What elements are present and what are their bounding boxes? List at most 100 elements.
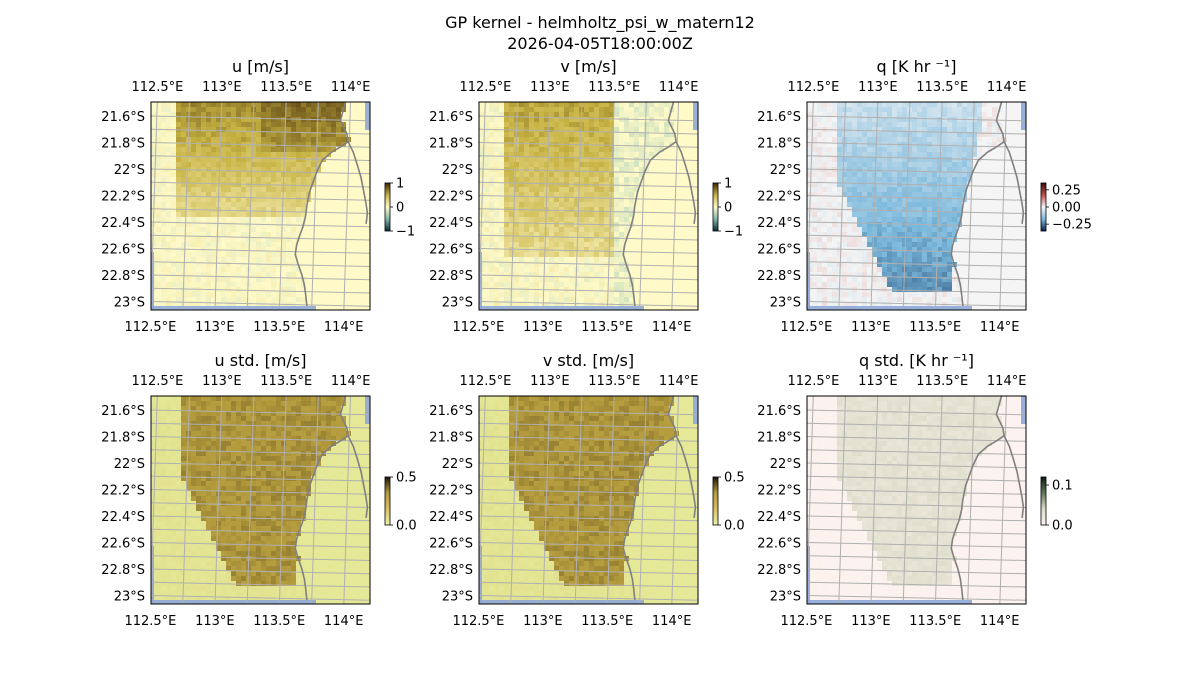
y-tick-label: 22.4°S: [757, 216, 801, 231]
y-tick-label: 21.8°S: [429, 136, 473, 151]
x-tick-label-top: 113.5°E: [260, 374, 312, 389]
y-tick-label: 21.6°S: [757, 404, 801, 419]
coastline: [675, 141, 697, 224]
y-tick-label: 21.8°S: [101, 136, 145, 151]
panel-title: u [m/s]: [232, 57, 289, 76]
x-tick-label-bottom: 113.5°E: [253, 614, 305, 629]
ocean-edge: [807, 546, 810, 604]
y-tick-label: 22.4°S: [101, 510, 145, 525]
colorbar: 0.5 0.0: [712, 471, 745, 534]
x-tick-label-bottom: 114°E: [324, 614, 364, 629]
y-tick-label: 22.2°S: [101, 483, 145, 498]
x-tick-label-bottom: 114°E: [980, 614, 1020, 629]
y-tick-label: 23°S: [770, 589, 801, 604]
panels: u [m/s]112.5°E112.5°E113°E113°E113.5°E11…: [101, 57, 1092, 629]
x-tick-label-bottom: 113°E: [195, 614, 235, 629]
x-tick-label-top: 113.5°E: [916, 80, 968, 95]
x-tick-label-bottom: 112.5°E: [780, 320, 832, 335]
ocean-edge: [807, 306, 972, 310]
x-tick-label-top: 114°E: [659, 80, 699, 95]
colorbar-tick-label: 0.1: [1052, 479, 1073, 494]
ocean-edge: [151, 306, 316, 310]
y-tick-label: 22.2°S: [757, 483, 801, 498]
x-tick-label-bottom: 113.5°E: [581, 320, 633, 335]
y-tick-label: 23°S: [114, 295, 145, 310]
colorbar: 0.1 0.0: [1040, 476, 1073, 534]
gridlines: [479, 102, 698, 310]
heatmap-area: [807, 396, 1026, 604]
colorbar-gradient: [384, 182, 391, 232]
y-tick-label: 22.4°S: [429, 510, 473, 525]
y-tick-label: 21.8°S: [757, 136, 801, 151]
x-tick-label-bottom: 112.5°E: [452, 320, 504, 335]
panel-title: q std. [K hr ⁻¹]: [859, 351, 974, 370]
x-tick-label-bottom: 113.5°E: [909, 614, 961, 629]
y-tick-label: 21.8°S: [757, 430, 801, 445]
gridlines: [479, 396, 698, 604]
y-tick-label: 22.2°S: [757, 189, 801, 204]
coastline: [622, 396, 677, 601]
ocean-edge: [479, 600, 644, 604]
y-tick-label: 22°S: [770, 457, 801, 472]
colorbar-gradient: [712, 476, 719, 526]
colorbar-tick-label: 0.00: [1052, 201, 1081, 216]
colorbar-tick-label: 0.25: [1052, 183, 1081, 198]
y-tick-label: 23°S: [442, 295, 473, 310]
y-tick-label: 22.8°S: [429, 563, 473, 578]
colorbar-tick-label: −1: [724, 225, 743, 240]
coastline: [950, 396, 1005, 601]
colorbar-tick-label: 0: [396, 201, 404, 216]
y-tick-label: 22°S: [770, 163, 801, 178]
y-tick-label: 23°S: [770, 295, 801, 310]
x-tick-label-top: 114°E: [987, 374, 1027, 389]
x-tick-label-top: 113.5°E: [260, 80, 312, 95]
x-tick-label-top: 113°E: [858, 374, 898, 389]
axes-frame: [806, 395, 1027, 605]
panel-v_std: v std. [m/s] 112.5°E 112.5°E 113°E 113°E 113.…: [429, 351, 744, 629]
figure-title: GP kernel - helmholtz_psi_w_matern12: [445, 13, 755, 33]
colorbar-gradient: [384, 476, 391, 526]
panel-u: u [m/s]112.5°E112.5°E113°E113°E113.5°E11…: [101, 57, 415, 335]
ocean-edge: [151, 252, 154, 310]
x-tick-label-top: 112.5°E: [787, 80, 839, 95]
y-tick-label: 22.6°S: [101, 242, 145, 257]
y-tick-label: 22.8°S: [757, 563, 801, 578]
y-tick-label: 22.8°S: [429, 269, 473, 284]
panel-v: v [m/s]112.5°E112.5°E113°E113°E113.5°E11…: [429, 57, 743, 335]
x-tick-label-top: 112.5°E: [131, 374, 183, 389]
x-tick-label-bottom: 112.5°E: [780, 614, 832, 629]
figure-subtitle: 2026-04-05T18:00:00Z: [507, 34, 693, 53]
x-tick-label-bottom: 113°E: [851, 320, 891, 335]
y-tick-label: 22.4°S: [101, 216, 145, 231]
coastline: [950, 102, 1005, 307]
x-tick-label-top: 114°E: [331, 374, 371, 389]
x-tick-label-top: 113°E: [858, 80, 898, 95]
ocean-edge: [1021, 102, 1026, 130]
colorbar-tick-label: −1: [396, 225, 415, 240]
y-tick-label: 22.8°S: [101, 269, 145, 284]
gridlines: [151, 102, 370, 310]
y-tick-label: 22.6°S: [429, 536, 473, 551]
x-tick-label-bottom: 112.5°E: [452, 614, 504, 629]
x-tick-label-top: 112.5°E: [787, 374, 839, 389]
y-tick-label: 22°S: [442, 457, 473, 472]
y-tick-label: 21.6°S: [101, 110, 145, 125]
ocean-edge: [693, 396, 698, 424]
colorbar-tick-label: 0: [724, 201, 732, 216]
panel-q_std: q std. [K hr ⁻¹] 112.5°E 112.5°E 113°E 113°E…: [757, 351, 1072, 629]
x-tick-label-top: 114°E: [331, 80, 371, 95]
x-tick-label-top: 113.5°E: [916, 374, 968, 389]
colorbar-tick-label: 1: [724, 177, 732, 192]
ocean-edge: [479, 252, 482, 310]
axes-frame: [478, 101, 699, 311]
x-tick-label-top: 112.5°E: [459, 80, 511, 95]
y-tick-label: 22.2°S: [429, 483, 473, 498]
panel-title: u std. [m/s]: [215, 351, 307, 370]
y-tick-label: 21.6°S: [429, 404, 473, 419]
x-tick-label-bottom: 113.5°E: [253, 320, 305, 335]
panel-q: q [K hr ⁻¹] 112.5°E 112.5°E 113°E 113°E 113.5…: [757, 57, 1092, 335]
panel-u_std: u std. [m/s] 112.5°E 112.5°E 113°E 113°E 113.…: [101, 351, 416, 629]
y-tick-label: 22.6°S: [429, 242, 473, 257]
gridlines: [807, 102, 1026, 310]
